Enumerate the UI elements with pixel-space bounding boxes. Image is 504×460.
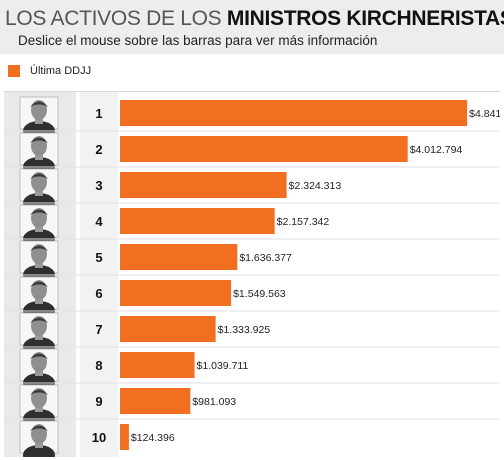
- rank-label: 9: [95, 394, 102, 409]
- rank-label: 7: [95, 322, 102, 337]
- value-label: $1.333.925: [218, 324, 271, 336]
- value-label: $2.157.342: [277, 216, 330, 228]
- rank-label: 3: [95, 178, 102, 193]
- bar: [120, 424, 129, 450]
- legend-swatch: [8, 65, 20, 77]
- title-light-part: LOS ACTIVOS DE LOS: [5, 7, 222, 30]
- chart-header: LOS ACTIVOS DE LOS MINISTROS KIRCHNERIST…: [0, 0, 504, 54]
- value-label: $981.093: [192, 396, 236, 408]
- chart-subtitle: Deslice el mouse sobre las barras para v…: [18, 33, 378, 48]
- minister-photo-icon: [19, 420, 59, 457]
- title-bold-part: MINISTROS KIRCHNERISTAS: [226, 7, 504, 30]
- bar: [120, 100, 468, 126]
- bar: [120, 136, 408, 162]
- value-label: $4.841.821: [469, 108, 500, 120]
- rank-label: 2: [95, 142, 102, 157]
- bar: [120, 280, 232, 306]
- rank-label: 5: [95, 250, 102, 265]
- bar: [120, 208, 275, 234]
- bar: [120, 352, 195, 378]
- bar-chart: 1 $4.841.821 2 $4.012.794 3 $2.324.313 4 $2.157…: [4, 92, 500, 457]
- value-label: $1.039.711: [197, 360, 249, 372]
- bar: [120, 316, 216, 342]
- rank-label: 10: [92, 430, 106, 445]
- value-label: $1.636.377: [239, 252, 292, 264]
- value-label: $2.324.313: [289, 180, 342, 192]
- value-label: $1.549.563: [233, 288, 286, 300]
- bar: [120, 244, 238, 270]
- legend-label: Última DDJJ: [30, 65, 92, 77]
- bar: [120, 388, 191, 414]
- chart-panel: 1 $4.841.821 2 $4.012.794 3 $2.324.313 4 $2.157…: [4, 91, 500, 457]
- bar: [120, 172, 287, 198]
- rank-label: 8: [95, 358, 102, 373]
- rank-label: 4: [95, 214, 103, 229]
- rank-label: 6: [95, 286, 102, 301]
- chart-title: LOS ACTIVOS DE LOS MINISTROS KIRCHNERIST…: [5, 7, 504, 31]
- rank-label: 1: [95, 106, 102, 121]
- value-label: $4.012.794: [410, 144, 463, 156]
- value-label: $124.396: [131, 432, 175, 444]
